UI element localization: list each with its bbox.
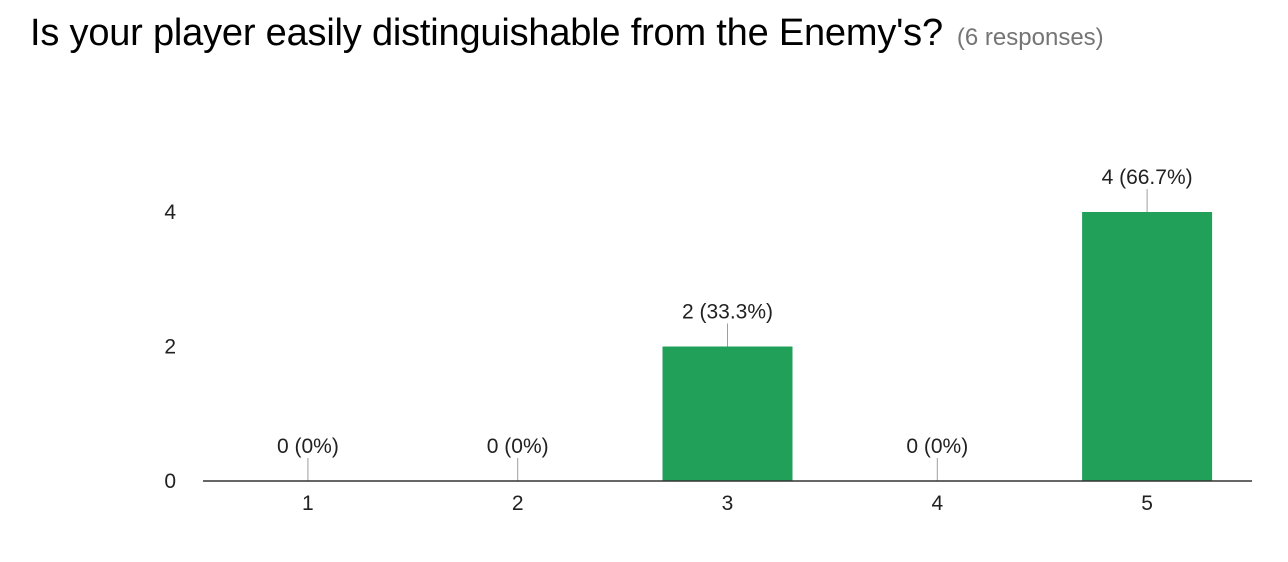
data-label: 0 (0%) [487,435,549,458]
x-category-label: 3 [722,492,734,515]
bar [662,346,793,481]
x-category-label: 2 [512,492,524,515]
data-label: 2 (33.3%) [682,301,773,324]
question-header: Is your player easily distinguishable fr… [30,12,1104,55]
x-category-label: 1 [302,492,314,515]
data-label: 0 (0%) [906,435,968,458]
y-tick-label: 4 [164,201,176,224]
x-category-label: 4 [931,492,943,515]
bar [1082,212,1213,481]
x-category-label: 5 [1141,492,1153,515]
y-tick-label: 0 [164,470,176,493]
data-label: 0 (0%) [277,435,339,458]
y-tick-label: 2 [164,336,176,359]
question-title: Is your player easily distinguishable fr… [30,12,943,54]
response-count: (6 responses) [956,24,1104,51]
data-label: 4 (66.7%) [1102,166,1193,189]
